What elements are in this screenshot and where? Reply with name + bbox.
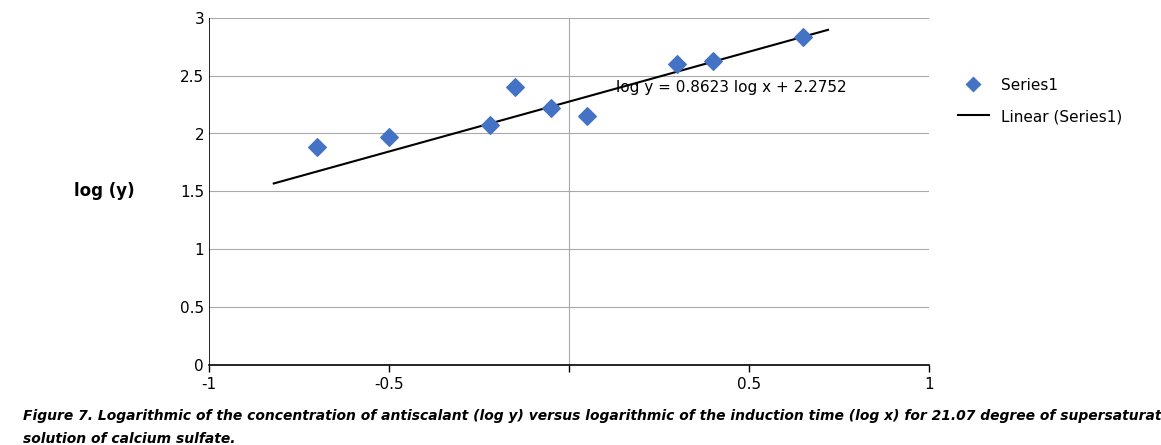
Text: log y = 0.8623 log x + 2.2752: log y = 0.8623 log x + 2.2752 <box>615 80 846 95</box>
Text: Figure 7. Logarithmic of the concentration of antiscalant (log y) versus logarit: Figure 7. Logarithmic of the concentrati… <box>23 409 1161 423</box>
Text: log (y): log (y) <box>74 182 135 200</box>
Point <box>308 144 326 151</box>
Point <box>506 84 525 91</box>
Point <box>481 122 499 129</box>
Point <box>577 113 597 120</box>
Point <box>704 57 722 64</box>
Point <box>380 134 398 141</box>
Point <box>541 105 560 112</box>
Point <box>794 34 813 41</box>
Legend: Series1, Linear (Series1): Series1, Linear (Series1) <box>958 77 1122 125</box>
Point <box>668 61 686 68</box>
Text: solution of calcium sulfate.: solution of calcium sulfate. <box>23 432 236 445</box>
